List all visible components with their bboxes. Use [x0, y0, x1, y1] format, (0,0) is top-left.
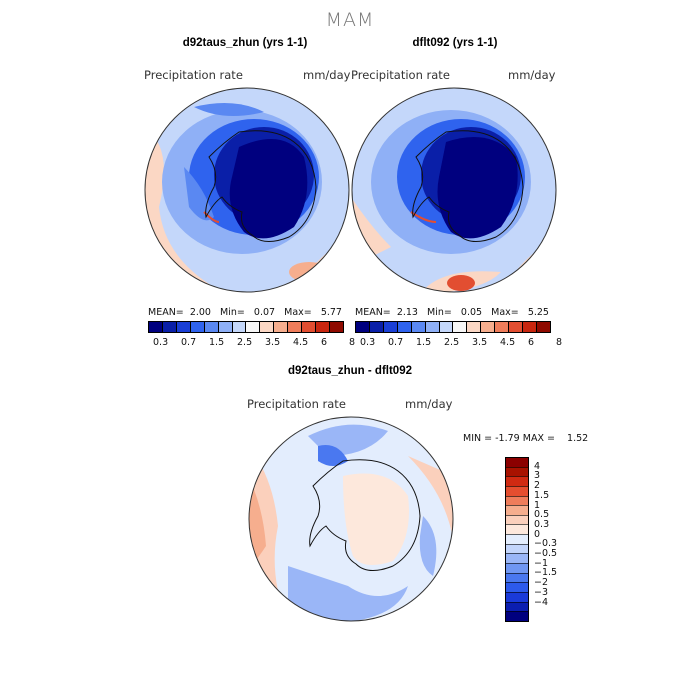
colorbar-swatch — [245, 322, 260, 332]
panel1-stats: MEAN= 2.00 Min= 0.07 Max= 5.77 — [148, 307, 342, 318]
colorbar-tick-label: 6 — [528, 337, 535, 348]
colorbar-swatch — [494, 322, 509, 332]
colorbar-tick-label: 4.5 — [293, 337, 309, 348]
diff-colorbar-labels: 4 3 2 1.5 1 0.5 0.3 0 −0.3 −0.5 −1 −1.5 −2 −3 −4 — [534, 457, 574, 622]
colorbar-swatch — [315, 322, 329, 332]
colorbar-tick-label: 2.5 — [444, 337, 460, 348]
colorbar-tick-label: −1 — [534, 557, 549, 569]
colorbar-swatch — [480, 322, 495, 332]
diff-colorbar — [505, 457, 529, 622]
colorbar-swatch — [217, 322, 232, 332]
panel1-title: d92taus_zhun (yrs 1-1) — [182, 37, 308, 49]
colorbar-tick-label: −1.5 — [534, 567, 558, 579]
colorbar-swatch — [175, 322, 190, 332]
colorbar-swatch — [410, 322, 425, 332]
colorbar-swatch — [368, 322, 383, 332]
colorbar-tick-label: 8 — [556, 337, 563, 348]
colorbar-swatch — [506, 611, 528, 621]
diff-variable: Precipitation rate — [247, 397, 346, 411]
colorbar-swatch — [535, 322, 550, 332]
panel2-polar-map — [351, 87, 557, 293]
colorbar-swatch — [522, 322, 536, 332]
colorbar-tick-label: 2 — [534, 480, 541, 492]
colorbar-swatch — [506, 476, 528, 486]
colorbar-swatch — [506, 591, 528, 602]
season-title: MAM — [325, 9, 375, 31]
colorbar-swatch — [506, 601, 528, 612]
diff-units: mm/day — [405, 397, 453, 411]
colorbar-tick-label: 1.5 — [209, 337, 225, 348]
colorbar-tick-label: 0.7 — [388, 337, 404, 348]
panel1-units: mm/day — [303, 68, 351, 82]
colorbar-tick-label: 0.3 — [534, 518, 550, 530]
colorbar-swatch — [506, 505, 528, 515]
panel2-colorbar — [355, 321, 551, 333]
colorbar-swatch — [356, 322, 369, 332]
colorbar-swatch — [203, 322, 218, 332]
colorbar-tick-label: −4 — [534, 596, 549, 608]
colorbar-swatch — [466, 322, 481, 332]
panel2-title: dflt092 (yrs 1-1) — [412, 37, 498, 49]
colorbar-tick-label: 3.5 — [265, 337, 281, 348]
panel2-colorbar-ticks: 0.3 0.7 1.5 2.5 3.5 4.5 6 8 — [355, 337, 562, 349]
colorbar-swatch — [273, 322, 288, 332]
panel1-variable: Precipitation rate — [144, 68, 243, 82]
diff-title: d92taus_zhun - dflt092 — [288, 365, 412, 377]
colorbar-swatch — [189, 322, 204, 332]
colorbar-swatch — [161, 322, 176, 332]
colorbar-swatch — [259, 322, 274, 332]
colorbar-tick-label: 0 — [534, 528, 541, 540]
colorbar-swatch — [382, 322, 397, 332]
colorbar-tick-label: 3.5 — [472, 337, 488, 348]
colorbar-swatch — [506, 514, 528, 525]
colorbar-swatch — [231, 322, 246, 332]
colorbar-swatch — [508, 322, 523, 332]
diff-polar-map — [248, 416, 454, 622]
colorbar-swatch — [506, 582, 528, 592]
colorbar-swatch — [396, 322, 411, 332]
colorbar-swatch — [287, 322, 302, 332]
colorbar-tick-label: 2.5 — [237, 337, 253, 348]
colorbar-tick-label: 3 — [534, 470, 541, 482]
colorbar-tick-label: 6 — [321, 337, 328, 348]
colorbar-swatch — [301, 322, 316, 332]
colorbar-swatch — [328, 322, 343, 332]
colorbar-swatch — [506, 524, 528, 535]
colorbar-tick-label: 0.5 — [534, 509, 550, 521]
diff-stats: MIN = -1.79 MAX = 1.52 — [463, 433, 589, 444]
colorbar-swatch — [506, 466, 528, 477]
colorbar-swatch — [506, 485, 528, 496]
colorbar-tick-label: 1.5 — [416, 337, 432, 348]
colorbar-swatch — [506, 543, 528, 554]
panel2-stats: MEAN= 2.13 Min= 0.05 Max= 5.25 — [355, 307, 549, 318]
colorbar-swatch — [506, 572, 528, 583]
colorbar-tick-label: 0.7 — [181, 337, 197, 348]
panel2-variable: Precipitation rate — [351, 68, 450, 82]
colorbar-tick-label: 4.5 — [500, 337, 516, 348]
colorbar-swatch — [506, 458, 528, 467]
colorbar-tick-label: 1 — [534, 499, 541, 511]
colorbar-swatch — [424, 322, 439, 332]
colorbar-swatch — [506, 563, 528, 573]
colorbar-swatch — [452, 322, 467, 332]
colorbar-swatch — [438, 322, 453, 332]
colorbar-tick-label: 0.3 — [153, 337, 169, 348]
colorbar-swatch — [149, 322, 162, 332]
colorbar-tick-label: −0.5 — [534, 548, 558, 560]
colorbar-tick-label: 0.3 — [360, 337, 376, 348]
panel1-colorbar-ticks: 0.3 0.7 1.5 2.5 3.5 4.5 6 8 — [148, 337, 355, 349]
colorbar-tick-label: −3 — [534, 586, 549, 598]
colorbar-tick-label: 8 — [349, 337, 356, 348]
colorbar-tick-label: 4 — [534, 460, 541, 472]
panel1-polar-map — [144, 87, 350, 293]
colorbar-tick-label: −0.3 — [534, 538, 558, 550]
colorbar-tick-label: −2 — [534, 577, 549, 589]
colorbar-swatch — [506, 553, 528, 564]
panel2-units: mm/day — [508, 68, 556, 82]
panel1-colorbar — [148, 321, 344, 333]
colorbar-swatch — [506, 534, 528, 544]
colorbar-swatch — [506, 495, 528, 506]
colorbar-tick-label: 1.5 — [534, 489, 550, 501]
